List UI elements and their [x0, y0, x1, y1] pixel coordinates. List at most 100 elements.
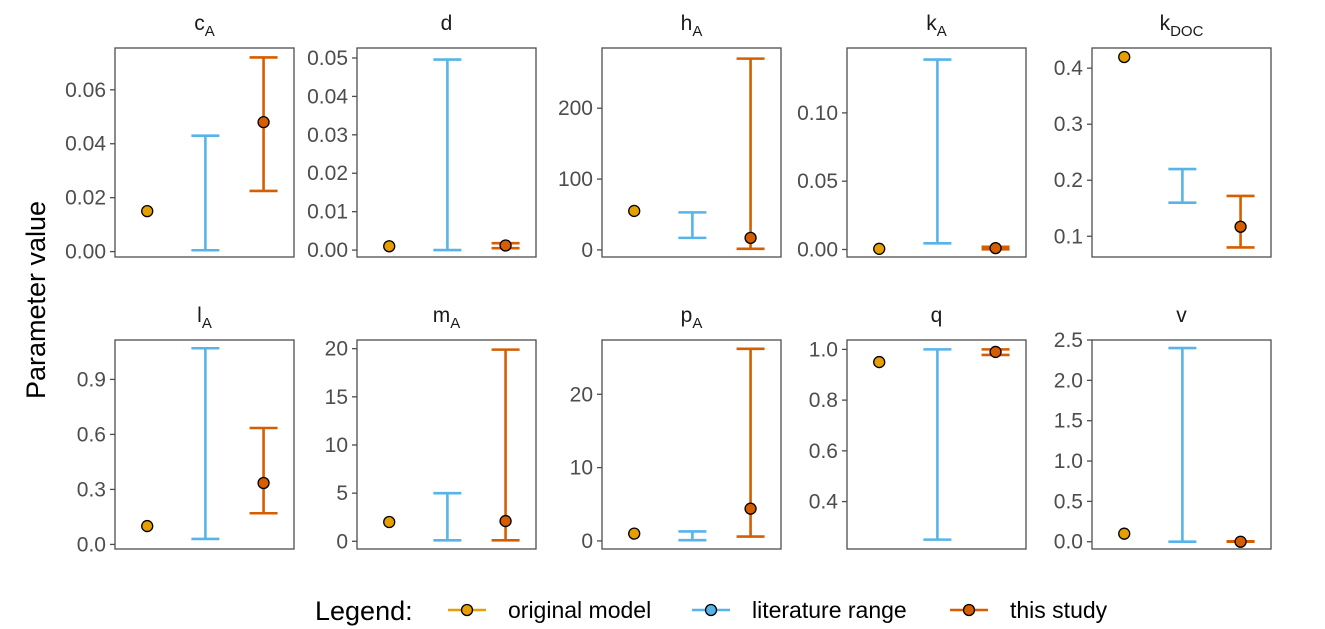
- y-tick-label: 2.0: [1054, 369, 1083, 392]
- y-tick-label: 200: [558, 97, 593, 120]
- legend: Legend: original model literature range thi…: [315, 596, 1108, 626]
- y-tick-label: 0.05: [797, 170, 838, 193]
- panel-title: mA: [433, 304, 461, 332]
- y-tick-label: 0.9: [77, 368, 106, 391]
- panel-border: [601, 339, 782, 550]
- y-tick-label: 0.6: [77, 423, 106, 446]
- y-tick-label: 0.00: [65, 241, 106, 264]
- y-tick-label: 0.00: [797, 238, 838, 261]
- y-tick-label: 0.0: [77, 533, 106, 556]
- panel-d: d 0.00 0.01 0.02 0.03 0.04 0.05: [307, 12, 537, 262]
- panel-title: kA: [926, 12, 947, 40]
- panel-border: [356, 47, 537, 258]
- y-tick-label: 1.0: [809, 338, 838, 361]
- legend-key-point: [460, 603, 474, 617]
- y-tick-label: 0: [581, 239, 593, 262]
- legend-entry-study: this study: [950, 597, 1108, 623]
- y-tick-label: 0.2: [1054, 169, 1083, 192]
- original-model-point: [628, 527, 641, 540]
- y-tick-label: 0.4: [809, 491, 839, 514]
- y-tick-label: 0.05: [307, 47, 348, 70]
- panel-title: kDOC: [1160, 12, 1204, 40]
- y-tick-label: 0.00: [307, 239, 348, 262]
- panel-kDOC: kDOC 0.1 0.2 0.3 0.4: [1054, 12, 1272, 258]
- study-point: [257, 116, 270, 129]
- panel-border: [1091, 339, 1272, 550]
- legend-label: this study: [1010, 597, 1108, 623]
- study-point: [257, 476, 270, 490]
- panel-q: q 0.4 0.6 0.8 1.0: [809, 304, 1027, 550]
- panel-v: v 0.0 0.5 1.0 1.5 2.0 2.5: [1054, 304, 1272, 554]
- y-tick-label: 0.5: [1054, 490, 1083, 513]
- y-tick-label: 20: [570, 383, 593, 406]
- y-tick-label: 0.04: [65, 133, 106, 156]
- y-axis-label: Parameter value: [21, 201, 51, 399]
- original-model-point: [628, 204, 641, 218]
- panel-mA: mA 0 5 10 15 20: [325, 304, 537, 553]
- original-model-point: [141, 519, 154, 533]
- study-point: [1234, 220, 1247, 233]
- y-tick-label: 0.3: [1054, 113, 1083, 136]
- panel-title: pA: [681, 304, 703, 332]
- original-model-point: [383, 515, 396, 529]
- panel-title: hA: [681, 12, 703, 40]
- original-model-point: [1118, 527, 1131, 540]
- panel-hA: hA 0 100 200: [558, 12, 782, 262]
- y-tick-label: 0.3: [77, 478, 106, 501]
- y-tick-label: 100: [558, 168, 593, 191]
- y-tick-label: 0: [336, 530, 348, 553]
- original-model-point: [141, 205, 154, 218]
- original-model-point: [383, 240, 396, 253]
- legend-title: Legend:: [315, 596, 413, 626]
- y-tick-label: 0.1: [1054, 225, 1083, 248]
- y-tick-label: 2.5: [1054, 329, 1083, 352]
- legend-key-point: [704, 603, 718, 617]
- y-tick-label: 0: [581, 530, 593, 553]
- study-point: [499, 239, 512, 252]
- panel-title: d: [441, 12, 453, 35]
- y-tick-label: 0.02: [307, 162, 348, 185]
- y-tick-label: 0.10: [797, 102, 838, 125]
- panel-border: [114, 339, 295, 550]
- y-tick-label: 0.06: [65, 79, 106, 102]
- panel-border: [114, 47, 295, 258]
- study-point: [989, 241, 1002, 255]
- legend-label: literature range: [752, 597, 907, 623]
- y-tick-label: 0.4: [1054, 57, 1084, 80]
- legend-entry-original: original model: [448, 597, 651, 623]
- y-tick-label: 0.04: [307, 85, 348, 108]
- original-model-point: [873, 355, 886, 369]
- panel-title: v: [1176, 304, 1187, 327]
- y-tick-label: 0.8: [809, 389, 838, 412]
- panel-lA: lA 0.0 0.3 0.6 0.9: [77, 304, 295, 556]
- legend-entry-literature: literature range: [692, 597, 907, 623]
- study-point: [499, 514, 512, 528]
- y-tick-label: 1.5: [1054, 410, 1083, 433]
- study-point: [1234, 535, 1247, 548]
- panel-border: [846, 339, 1027, 550]
- y-tick-label: 15: [325, 386, 348, 409]
- panel-cA: cA 0.00 0.02 0.04 0.06: [65, 12, 295, 264]
- y-tick-label: 0.6: [809, 440, 838, 463]
- panel-border: [601, 47, 782, 258]
- study-point: [989, 345, 1002, 359]
- panels: cA0.000.020.040.06d0.000.010.020.030.040…: [65, 12, 1272, 556]
- panel-title: lA: [197, 304, 212, 332]
- original-model-point: [1118, 50, 1131, 64]
- y-tick-label: 5: [336, 482, 348, 505]
- y-tick-label: 20: [325, 338, 348, 361]
- panel-border: [1091, 47, 1272, 258]
- study-point: [744, 231, 757, 245]
- panel-title: q: [931, 304, 943, 327]
- y-tick-label: 10: [570, 457, 593, 480]
- panel-kA: kA 0.00 0.05 0.10: [797, 12, 1027, 261]
- legend-label: original model: [508, 597, 651, 623]
- panel-border: [846, 47, 1027, 258]
- original-model-point: [873, 242, 886, 255]
- y-tick-label: 0.02: [65, 187, 106, 210]
- y-tick-label: 0.03: [307, 124, 348, 147]
- y-tick-label: 1.0: [1054, 450, 1083, 473]
- study-point: [744, 502, 757, 515]
- y-tick-label: 0.01: [307, 201, 348, 224]
